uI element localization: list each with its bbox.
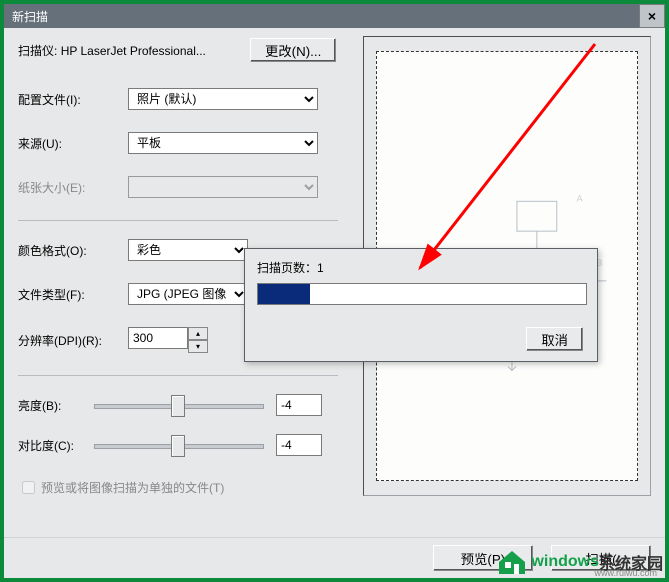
profile-select[interactable]: 照片 (默认) bbox=[128, 88, 318, 110]
separator bbox=[18, 375, 338, 376]
progress-title: 扫描页数：1 bbox=[257, 259, 324, 276]
filetype-label: 文件类型(F): bbox=[18, 286, 128, 303]
separate-files-input bbox=[22, 481, 35, 494]
contrast-slider[interactable] bbox=[94, 435, 264, 455]
contrast-value[interactable] bbox=[276, 434, 322, 456]
colorformat-select[interactable]: 彩色 bbox=[128, 239, 248, 261]
titlebar: 新扫描 × bbox=[4, 4, 665, 28]
colorformat-label: 颜色格式(O): bbox=[18, 242, 128, 259]
scanner-label: 扫描仪: HP LaserJet Professional... bbox=[18, 42, 250, 59]
brightness-label: 亮度(B): bbox=[18, 397, 94, 414]
close-icon: × bbox=[648, 8, 656, 24]
progress-dialog: 扫描页数：1 取消 bbox=[244, 248, 598, 362]
dpi-input[interactable] bbox=[128, 327, 188, 349]
profile-label: 配置文件(I): bbox=[18, 91, 128, 108]
change-scanner-button[interactable]: 更改(N)... bbox=[250, 38, 336, 62]
separate-files-label: 预览或将图像扫描为单独的文件(T) bbox=[41, 479, 224, 496]
filetype-select[interactable]: JPG (JPEG 图像 bbox=[128, 283, 248, 305]
contrast-label: 对比度(C): bbox=[18, 437, 94, 454]
source-select[interactable]: 平板 bbox=[128, 132, 318, 154]
close-button[interactable]: × bbox=[639, 4, 665, 28]
svg-text:A: A bbox=[577, 193, 583, 203]
window-title: 新扫描 bbox=[12, 8, 48, 25]
brightness-slider[interactable] bbox=[94, 395, 264, 415]
watermark-brand-a: windows bbox=[531, 553, 599, 571]
papersize-select bbox=[128, 176, 318, 198]
source-label: 来源(U): bbox=[18, 135, 128, 152]
separator bbox=[18, 220, 338, 221]
progress-cancel-button[interactable]: 取消 bbox=[526, 327, 583, 351]
watermark-sub: www.ruiwu.com bbox=[594, 568, 657, 578]
papersize-label: 纸张大小(E): bbox=[18, 179, 128, 196]
brightness-value[interactable] bbox=[276, 394, 322, 416]
dpi-spin-down[interactable]: ▾ bbox=[188, 340, 208, 353]
dpi-label: 分辨率(DPI)(R): bbox=[18, 332, 128, 349]
house-icon bbox=[495, 548, 529, 576]
dpi-spin-up[interactable]: ▴ bbox=[188, 327, 208, 340]
progress-bar bbox=[257, 283, 587, 305]
separate-files-checkbox: 预览或将图像扫描为单独的文件(T) bbox=[18, 478, 338, 497]
watermark: windows 系统家园 www.ruiwu.com bbox=[495, 548, 663, 576]
